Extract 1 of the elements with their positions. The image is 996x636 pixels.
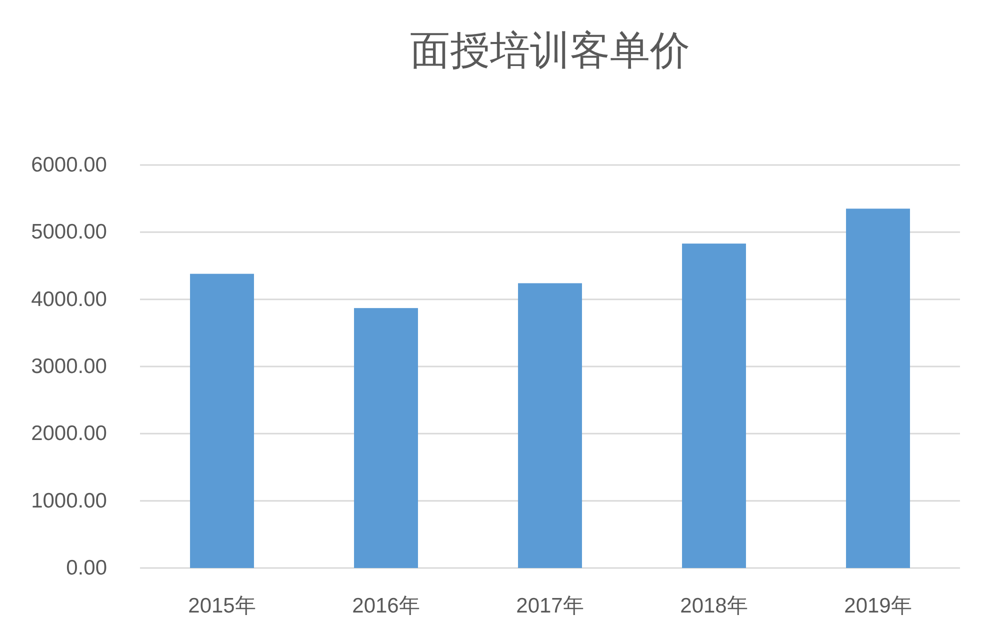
title: 面授培训客单价: [410, 29, 690, 73]
